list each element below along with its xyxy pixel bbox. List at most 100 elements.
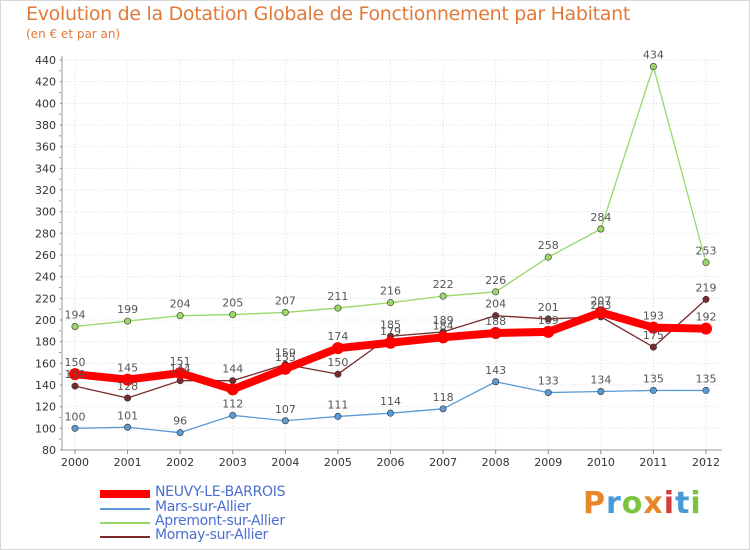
- y-tick-label: 300: [35, 206, 56, 219]
- data-point-mars-sur-allier: [649, 386, 657, 394]
- data-label-mornay-sur-allier: 144: [222, 363, 243, 376]
- x-tick-label: 2003: [219, 456, 247, 469]
- proxiti-logo: Proxiti: [583, 486, 702, 521]
- data-labels: 194 199 204 205 207 211 216 222 226 258 284 434 253 1…: [65, 49, 717, 428]
- chart-subtitle: (en € et par an): [26, 27, 121, 41]
- data-point-mornay-sur-allier: [71, 382, 79, 390]
- x-tick-label: 2000: [61, 456, 89, 469]
- data-label-apremont-sur-allier: 194: [65, 309, 86, 322]
- legend-label: Mornay-sur-Allier: [155, 527, 268, 543]
- y-tick-label: 340: [35, 162, 56, 175]
- data-point-mars-sur-allier: [597, 387, 605, 395]
- legend-item-mornay-sur-allier: Mornay-sur-Allier: [100, 527, 360, 544]
- data-label-mars-sur-allier: 112: [222, 397, 243, 410]
- legend-item-apremont-sur-allier: Apremont-sur-Allier: [100, 513, 360, 530]
- data-point-mars-sur-allier: [334, 412, 342, 420]
- y-tick-label: 360: [35, 141, 56, 154]
- chart-title: Evolution de la Dotation Globale de Fonc…: [26, 3, 631, 25]
- data-point-mars-sur-allier: [176, 429, 184, 437]
- data-label-mars-sur-allier: 107: [275, 403, 296, 416]
- data-point-neuvy-le-barrois: [121, 373, 134, 386]
- data-label-mars-sur-allier: 135: [643, 372, 664, 385]
- y-tick-label: 240: [35, 271, 56, 284]
- data-point-apremont-sur-allier: [702, 259, 710, 267]
- y-tick-label: 120: [35, 401, 56, 414]
- data-label-mornay-sur-allier: 159: [275, 346, 296, 359]
- data-point-mars-sur-allier: [492, 378, 500, 386]
- y-tick-label: 320: [35, 184, 56, 197]
- data-label-neuvy-le-barrois: 184: [433, 319, 454, 332]
- y-tick-label: 380: [35, 119, 56, 132]
- data-label-mornay-sur-allier: 219: [696, 281, 717, 294]
- data-label-mornay-sur-allier: 201: [538, 301, 559, 314]
- x-tick-label: 2006: [377, 456, 405, 469]
- x-tick-label: 2010: [587, 456, 615, 469]
- y-tick-label: 400: [35, 97, 56, 110]
- data-point-apremont-sur-allier: [281, 308, 289, 316]
- data-point-neuvy-le-barrois: [331, 342, 344, 355]
- data-point-neuvy-le-barrois: [647, 321, 660, 334]
- data-point-apremont-sur-allier: [334, 304, 342, 312]
- data-point-apremont-sur-allier: [71, 322, 79, 330]
- data-point-mornay-sur-allier: [544, 315, 552, 323]
- x-tick-label: 2009: [534, 456, 562, 469]
- data-point-mars-sur-allier: [124, 423, 132, 431]
- data-label-mars-sur-allier: 134: [590, 374, 611, 387]
- data-label-apremont-sur-allier: 216: [380, 285, 401, 298]
- data-label-apremont-sur-allier: 284: [590, 211, 611, 224]
- data-point-apremont-sur-allier: [176, 312, 184, 320]
- data-label-neuvy-le-barrois: 193: [643, 310, 664, 323]
- legend-swatch: [100, 490, 150, 498]
- data-label-apremont-sur-allier: 253: [696, 245, 717, 258]
- data-point-apremont-sur-allier: [492, 288, 500, 296]
- legend-item-mars-sur-allier: Mars-sur-Allier: [100, 499, 360, 516]
- data-label-apremont-sur-allier: 258: [538, 239, 559, 252]
- axes: 80 100 120 140 160 180 200 220 240 260 280 300 320 34…: [35, 54, 722, 469]
- data-label-mornay-sur-allier: 189: [433, 314, 454, 327]
- data-point-apremont-sur-allier: [544, 253, 552, 261]
- legend-label: Apremont-sur-Allier: [155, 513, 285, 529]
- data-point-neuvy-le-barrois: [174, 367, 187, 380]
- legend-label: NEUVY-LE-BARROIS: [155, 484, 286, 500]
- data-point-apremont-sur-allier: [386, 299, 394, 307]
- data-point-mars-sur-allier: [439, 405, 447, 413]
- data-point-neuvy-le-barrois: [437, 331, 450, 344]
- data-point-mars-sur-allier: [281, 417, 289, 425]
- data-point-neuvy-le-barrois: [384, 336, 397, 349]
- series-layer: [69, 62, 712, 437]
- logo-letter: P: [583, 486, 606, 521]
- y-tick-label: 440: [35, 54, 56, 67]
- grid: [62, 59, 722, 450]
- data-label-mars-sur-allier: 111: [327, 398, 348, 411]
- logo-letter: x: [643, 486, 664, 521]
- x-tick-label: 2004: [271, 456, 299, 469]
- data-label-apremont-sur-allier: 204: [170, 298, 191, 311]
- data-label-apremont-sur-allier: 211: [327, 290, 348, 303]
- data-point-mornay-sur-allier: [649, 343, 657, 351]
- data-label-mars-sur-allier: 118: [433, 391, 454, 404]
- logo-letter: i: [663, 486, 676, 521]
- data-point-mornay-sur-allier: [124, 394, 132, 402]
- data-point-apremont-sur-allier: [649, 62, 657, 70]
- x-tick-label: 2012: [692, 456, 720, 469]
- legend-swatch: [100, 536, 150, 538]
- data-label-neuvy-le-barrois: 179: [380, 325, 401, 338]
- data-label-mornay-sur-allier: 175: [643, 329, 664, 342]
- data-point-mars-sur-allier: [386, 409, 394, 417]
- x-tick-label: 2008: [482, 456, 510, 469]
- data-label-apremont-sur-allier: 226: [485, 274, 506, 287]
- data-point-apremont-sur-allier: [124, 317, 132, 325]
- data-label-mars-sur-allier: 96: [173, 415, 187, 428]
- logo-letter: r: [606, 486, 622, 521]
- data-label-neuvy-le-barrois: 207: [590, 294, 611, 307]
- data-label-neuvy-le-barrois: 145: [117, 362, 138, 375]
- data-point-neuvy-le-barrois: [594, 306, 607, 319]
- data-point-mars-sur-allier: [229, 411, 237, 419]
- data-point-apremont-sur-allier: [597, 225, 605, 233]
- y-tick-label: 220: [35, 292, 56, 305]
- y-tick-label: 200: [35, 314, 56, 327]
- legend-item-neuvy-le-barrois: NEUVY-LE-BARROIS: [100, 484, 360, 501]
- legend-swatch: [100, 522, 150, 524]
- data-label-neuvy-le-barrois: 150: [65, 356, 86, 369]
